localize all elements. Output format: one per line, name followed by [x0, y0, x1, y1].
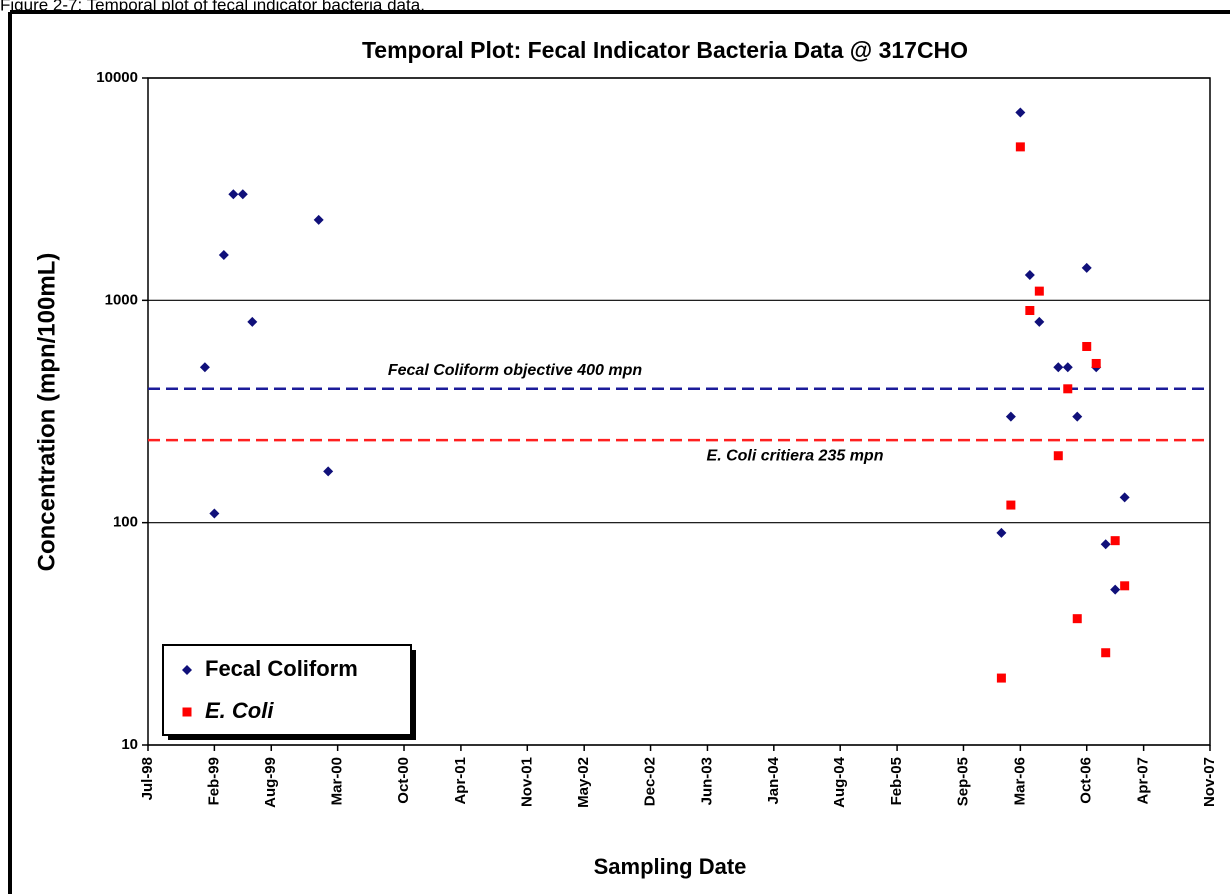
data-point	[1119, 492, 1130, 503]
data-point	[1120, 581, 1130, 591]
x-tick-label: Nov-07	[1201, 757, 1218, 807]
data-point	[1072, 614, 1082, 624]
data-point	[996, 527, 1007, 538]
y-tick-label: 100	[113, 514, 138, 531]
data-point	[1034, 316, 1045, 327]
data-point	[1082, 341, 1092, 351]
data-point	[199, 362, 210, 373]
x-tick-label: Apr-07	[1135, 757, 1152, 805]
legend-box	[162, 644, 412, 736]
x-tick-label: Aug-99	[262, 757, 279, 808]
x-tick-label: Feb-05	[888, 757, 905, 805]
data-point	[1053, 362, 1064, 373]
x-tick-label: Feb-99	[205, 757, 222, 805]
data-point	[1081, 262, 1092, 273]
data-point	[1024, 269, 1035, 280]
x-tick-label: Aug-04	[831, 756, 848, 807]
y-tick-label: 10000	[96, 69, 138, 86]
x-tick-label: Sep-05	[954, 757, 971, 806]
data-point	[1015, 142, 1025, 152]
reference-label: E. Coli critiera 235 mpn	[707, 447, 884, 464]
x-tick-label: Jul-98	[139, 757, 156, 800]
data-point	[218, 249, 229, 260]
x-tick-label: Dec-02	[642, 757, 659, 806]
chart-title: Temporal Plot: Fecal Indicator Bacteria …	[362, 37, 968, 63]
data-point	[1005, 411, 1016, 422]
x-tick-label: Nov-01	[518, 757, 535, 807]
data-point	[1025, 306, 1035, 316]
x-tick-label: Oct-06	[1078, 757, 1095, 804]
x-tick-label: May-02	[575, 757, 592, 808]
data-point	[1053, 451, 1063, 461]
y-tick-label: 1000	[105, 291, 138, 308]
data-point	[1034, 286, 1044, 296]
data-point	[1063, 384, 1073, 394]
data-point	[1110, 584, 1121, 595]
data-point	[1101, 648, 1111, 658]
data-point	[1091, 358, 1101, 368]
x-tick-label: Oct-00	[395, 757, 412, 804]
data-point	[1100, 539, 1111, 550]
data-point	[323, 466, 334, 477]
data-point	[209, 508, 220, 519]
x-axis-label: Sampling Date	[594, 854, 747, 879]
x-tick-label: Apr-01	[452, 757, 469, 805]
data-point	[313, 214, 324, 225]
data-point	[1072, 411, 1083, 422]
legend-label: Fecal Coliform	[205, 656, 358, 681]
data-point	[247, 316, 258, 327]
y-tick-label: 10	[121, 736, 138, 753]
data-point	[1006, 500, 1016, 510]
x-tick-label: Mar-00	[329, 757, 346, 805]
x-tick-label: Mar-06	[1011, 757, 1028, 805]
legend-label: E. Coli	[205, 698, 274, 723]
data-point	[237, 189, 248, 200]
reference-label: Fecal Coliform objective 400 mpn	[388, 362, 643, 379]
legend-marker	[182, 707, 192, 717]
y-axis-label: Concentration (mpn/100mL)	[33, 253, 60, 572]
data-point	[228, 189, 239, 200]
data-point	[996, 673, 1006, 683]
plot-area	[147, 77, 1211, 746]
x-tick-label: Jun-03	[698, 757, 715, 805]
x-tick-label: Jan-04	[765, 756, 782, 804]
legend-marker	[182, 665, 192, 675]
data-point	[1062, 362, 1073, 373]
data-point	[1110, 536, 1120, 546]
data-point	[1015, 107, 1026, 118]
